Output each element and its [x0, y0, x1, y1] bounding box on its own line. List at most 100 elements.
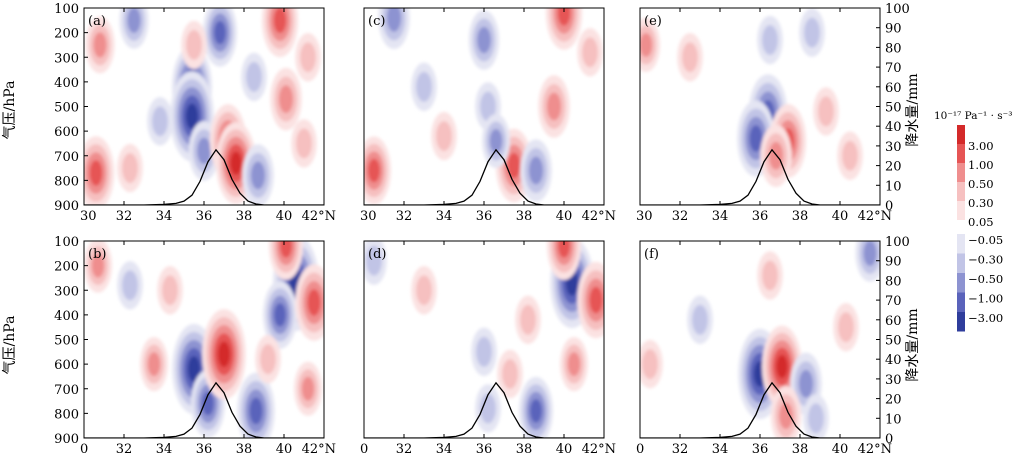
x-tick-label: 32: [116, 442, 133, 457]
anomaly-field: [364, 241, 604, 438]
contour-patch: [476, 336, 492, 367]
precip-tick-label: 90: [885, 22, 902, 37]
precip-tick-label: 40: [885, 120, 902, 135]
contour-patch: [366, 245, 382, 276]
contour-patch: [296, 128, 312, 159]
precip-tick-label: 60: [885, 81, 902, 96]
colorbar: 10⁻¹⁷ Pa⁻¹ · s⁻³ 3.00 1.00 0.50 0.30 0.05 −0.…: [934, 110, 1012, 332]
x-tick-label: 38: [792, 442, 809, 457]
x-tick-label: 42°N: [302, 209, 336, 224]
precip-tick-label: 20: [885, 393, 902, 408]
precip-tick-label: 30: [885, 373, 902, 388]
contour-patch: [260, 344, 276, 375]
x-tick-label: 42°N: [858, 209, 892, 224]
contour-patch: [300, 42, 316, 73]
contour-patch: [529, 156, 543, 185]
contour-patch: [838, 312, 854, 343]
contour-patch: [863, 241, 877, 266]
x-tick-label: 36: [196, 209, 213, 224]
x-tick-label: 36: [476, 442, 493, 457]
contour-patch: [567, 352, 581, 377]
x-tick-label: 34: [712, 209, 729, 224]
contour-patch: [368, 158, 380, 183]
y-tick-label: 500: [54, 334, 79, 349]
contour-patch: [502, 359, 518, 389]
precip-line: [84, 148, 324, 205]
y-tick-label: 600: [54, 125, 79, 140]
contour-patch: [416, 71, 432, 102]
colorbar-swatch: [957, 182, 965, 201]
x-tick-label: 0: [636, 442, 644, 457]
colorbar-swatch: [957, 273, 965, 293]
y-tick-label: 400: [54, 309, 79, 324]
panel-e: (e) 30 32 34 36 38 40 42°N0 10 20 30 40 50 60 70 80 90 10…: [636, 2, 910, 224]
contour-patch: [162, 275, 178, 306]
x-tick-label: 32: [396, 209, 413, 224]
y-tick-label: 300: [54, 51, 79, 66]
colorbar-label: −0.50: [968, 272, 1003, 286]
contour-patch: [251, 161, 265, 190]
contour-patch: [246, 62, 262, 92]
x-tick-label: 40: [276, 442, 293, 457]
x-tick-label: 40: [832, 209, 849, 224]
contour-patch: [249, 397, 263, 425]
x-tick-label: 34: [156, 442, 173, 457]
x-tick-label: 36: [476, 209, 493, 224]
anomaly-field: [640, 8, 863, 187]
x-tick-label: 32: [396, 442, 413, 457]
x-tick-label: 34: [436, 209, 453, 224]
contour-patch: [762, 260, 778, 291]
contour-patch: [842, 140, 858, 171]
y-tick-label: 500: [54, 101, 79, 116]
precip-tick-label: 70: [885, 294, 902, 309]
contour-patch: [692, 304, 708, 335]
contour-patch: [640, 32, 653, 57]
precip-line: [640, 148, 880, 205]
x-tick-label: 38: [516, 209, 533, 224]
colorbar-swatch: [957, 201, 965, 220]
x-tick-label: 0: [80, 442, 88, 457]
y-tick-label: 200: [54, 260, 79, 275]
y-tick-label: 100: [54, 2, 79, 17]
x-tick-label: 34: [156, 209, 173, 224]
colorbar-label: 1.00: [968, 158, 994, 172]
contour-patch: [122, 270, 138, 301]
contour-patch: [214, 20, 226, 45]
precip-line: [364, 381, 604, 438]
anomaly-field: [640, 241, 880, 438]
x-tick-label: 30: [360, 209, 377, 224]
contour-patch: [217, 341, 231, 368]
contour-patch: [480, 393, 496, 424]
contour-patch: [122, 153, 138, 183]
colorbar-swatch: [957, 292, 965, 312]
y-tick-label: 900: [54, 432, 79, 447]
panel-label: (e): [644, 14, 662, 29]
colorbar-label: −1.00: [968, 292, 1003, 306]
contour-patch: [520, 304, 536, 335]
y-tick-label: 800: [54, 407, 79, 422]
panel-grid: (a)30 32 34 36 38 40 42°N100200300400500600700…: [54, 2, 910, 457]
contour-patch: [280, 241, 292, 258]
panel-b: (b) 0 32 34 36 38 40 42°N 100 200 300 400 500 600 700 8…: [54, 235, 336, 457]
x-tick-label: 42°N: [858, 442, 892, 457]
left-axis-title-bottom: 气压/hPa: [2, 316, 18, 375]
x-tick-label: 32: [672, 442, 689, 457]
contour-patch: [89, 160, 103, 186]
panel-d: (d) 0 32 34 36 38 40 42°N: [360, 240, 616, 457]
contour-patch: [589, 286, 603, 314]
colorbar-swatch: [957, 144, 965, 163]
y-tick-label: 200: [54, 27, 79, 42]
precip-tick-label: 60: [885, 314, 902, 329]
precip-tick-label: 80: [885, 274, 902, 289]
contour-patch: [127, 8, 141, 33]
precip-tick-label: 80: [885, 41, 902, 56]
precip-line: [640, 381, 880, 438]
x-tick-label: 38: [236, 209, 253, 224]
colorbar-swatch: [957, 234, 965, 254]
contour-patch: [307, 289, 321, 316]
contour-patch: [818, 96, 834, 127]
precip-tick-label: 100: [885, 235, 910, 250]
contour-patch: [185, 103, 199, 130]
x-tick-label: 32: [116, 209, 133, 224]
